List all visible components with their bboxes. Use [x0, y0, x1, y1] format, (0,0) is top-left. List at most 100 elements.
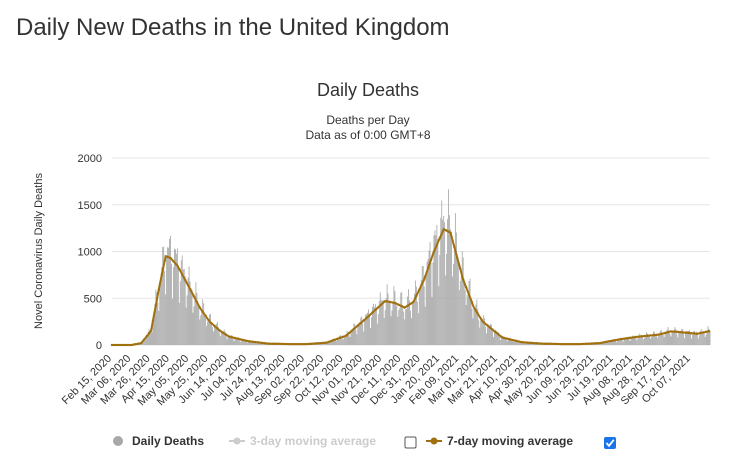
- daily-deaths-bar: [143, 340, 145, 345]
- daily-deaths-bar: [437, 239, 439, 345]
- daily-deaths-bar: [508, 338, 510, 345]
- seven-day-average-point: [140, 341, 143, 345]
- daily-deaths-bar: [679, 331, 681, 345]
- daily-deaths-bar: [237, 337, 239, 345]
- seven-day-average-point: [646, 334, 649, 337]
- daily-deaths-bar: [230, 335, 232, 345]
- seven-day-average-point: [125, 343, 128, 347]
- daily-deaths-bar: [485, 326, 487, 345]
- daily-deaths-bar: [217, 327, 219, 345]
- daily-deaths-bar: [240, 341, 242, 345]
- seven-day-average-point: [690, 332, 693, 335]
- seven-day-average-point: [450, 235, 453, 238]
- daily-deaths-bar: [381, 300, 383, 345]
- seven-day-average-point: [432, 250, 436, 253]
- daily-deaths-bar: [493, 336, 494, 345]
- daily-deaths-bar: [483, 315, 485, 345]
- daily-deaths-bar: [379, 292, 381, 345]
- y-tick-label: 1500: [78, 200, 102, 212]
- daily-deaths-bar: [500, 337, 502, 345]
- daily-deaths-bar: [495, 330, 497, 345]
- daily-deaths-bar: [520, 342, 522, 345]
- daily-deaths-bar: [322, 343, 324, 345]
- seven-day-average-point: [145, 334, 149, 338]
- daily-deaths-bar: [435, 235, 437, 345]
- seven-day-average-point: [394, 302, 398, 305]
- daily-deaths-bar: [529, 342, 530, 345]
- daily-deaths-bar: [339, 334, 341, 345]
- daily-deaths-bar: [399, 307, 401, 345]
- daily-deaths-bar: [507, 340, 509, 345]
- seven-day-average-point: [324, 341, 327, 344]
- daily-deaths-bar: [667, 327, 669, 345]
- daily-deaths-bar: [608, 342, 609, 345]
- seven-day-average-point: [359, 321, 362, 325]
- daily-deaths-bar: [231, 335, 233, 345]
- seven-day-average-point: [163, 259, 166, 263]
- y-tick-label: 2000: [78, 153, 102, 165]
- y-axis-title: Novel Coronavirus Daily Deaths: [33, 173, 45, 329]
- daily-deaths-bar: [627, 336, 629, 345]
- legend-3day-label: 3-day moving average: [250, 434, 376, 448]
- seven-day-average-point: [456, 256, 459, 260]
- seven-day-average-point: [353, 326, 357, 330]
- seven-day-average-point: [245, 339, 248, 342]
- daily-deaths-bar: [153, 316, 155, 345]
- legend-3day-marker: [233, 437, 241, 445]
- seven-day-average-point: [298, 342, 301, 346]
- daily-deaths-bar: [625, 337, 627, 345]
- seven-day-average-point: [233, 336, 237, 340]
- daily-deaths-bar: [636, 340, 638, 345]
- legend-daily-deaths-label: Daily Deaths: [132, 434, 204, 448]
- seven-day-average-point: [333, 338, 336, 342]
- daily-deaths-bar: [515, 340, 517, 345]
- daily-deaths-bar: [445, 275, 447, 345]
- seven-day-average-point: [555, 342, 559, 346]
- daily-deaths-bar: [220, 331, 222, 345]
- seven-day-average-point: [520, 340, 523, 344]
- seven-day-average-point: [567, 342, 570, 346]
- daily-deaths-bar: [497, 331, 499, 345]
- seven-day-average-point: [292, 342, 295, 346]
- daily-deaths-bar: [330, 341, 331, 345]
- daily-deaths-bar: [603, 342, 605, 345]
- chart-title: Daily Deaths: [317, 80, 419, 100]
- seven-day-average-point: [178, 267, 181, 271]
- legend-item-daily-deaths[interactable]: Daily Deaths: [113, 434, 204, 448]
- avg7-checkbox[interactable]: [604, 437, 616, 449]
- legend-item-3day-avg[interactable]: 3-day moving average: [229, 434, 376, 448]
- seven-day-average-point: [295, 342, 298, 346]
- seven-day-average-point: [315, 342, 319, 345]
- avg3-checkbox[interactable]: [404, 436, 417, 449]
- legend-item-7day-avg[interactable]: 7-day moving average: [426, 434, 573, 448]
- daily-deaths-bar: [674, 327, 676, 345]
- daily-deaths-bar: [405, 309, 407, 345]
- seven-day-average-point: [655, 333, 658, 337]
- daily-deaths-bar: [676, 333, 678, 345]
- daily-deaths-bar: [496, 331, 498, 345]
- daily-deaths-bar: [202, 299, 204, 345]
- daily-deaths-bar: [370, 328, 371, 345]
- daily-deaths-bar: [609, 342, 610, 345]
- seven-day-average-point: [242, 338, 245, 342]
- seven-day-average-point: [579, 342, 582, 346]
- daily-deaths-bar: [468, 281, 470, 345]
- daily-deaths-bar: [610, 341, 611, 345]
- daily-deaths-bar: [199, 319, 201, 345]
- seven-day-average-point: [409, 302, 412, 306]
- daily-deaths-bar: [654, 335, 656, 345]
- daily-deaths-bar: [333, 338, 334, 345]
- daily-deaths-bar: [438, 286, 440, 345]
- seven-day-average-point: [573, 342, 576, 346]
- daily-deaths-bar: [601, 343, 603, 345]
- daily-deaths-bar: [349, 337, 351, 345]
- daily-deaths-bar: [194, 295, 196, 345]
- daily-deaths-bar: [646, 332, 648, 345]
- daily-deaths-bar: [367, 312, 369, 345]
- daily-deaths-bar: [347, 332, 349, 345]
- daily-deaths-bar: [353, 323, 355, 345]
- chart-subtitle-2: Data as of 0:00 GMT+8: [305, 128, 430, 142]
- seven-day-average-point: [599, 341, 602, 345]
- seven-day-average-point: [581, 342, 585, 346]
- seven-day-average-point: [377, 306, 380, 309]
